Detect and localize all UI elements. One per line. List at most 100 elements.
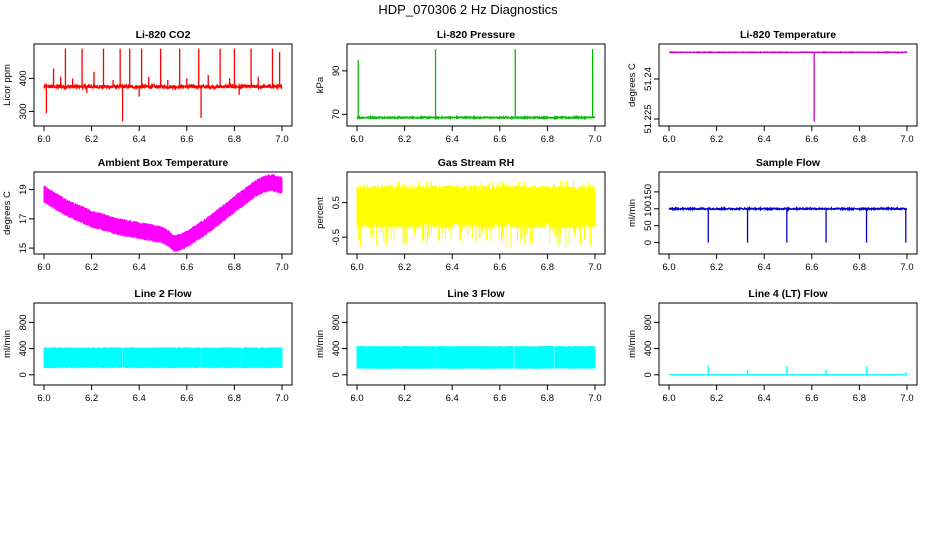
x-tick-label: 6.6 [180,393,193,404]
plot-frame [346,171,606,255]
y-axis-label: kPa [315,76,326,93]
panel-title: Li-820 Temperature [740,29,836,41]
x-tick-label: 7.0 [588,393,601,404]
y-tick-label: 0 [643,372,654,377]
y-tick-label: 400 [643,341,654,357]
y-tick-label: 90 [331,66,342,77]
y-tick-label: 0.5 [331,196,342,209]
plot-frame [33,302,293,386]
panel-title: Li-820 CO2 [136,29,191,41]
plot-frame [33,43,293,127]
x-tick-label: 6.8 [541,134,554,145]
series-line [356,114,596,121]
x-tick-label: 6.0 [662,134,675,145]
series-trace [356,180,596,248]
x-tick-label: 6.4 [446,393,459,404]
series-trace [43,174,283,252]
y-axis-label: ml/min [2,330,13,358]
y-axis-label: ml/min [627,330,638,358]
panel-title: Line 2 Flow [134,288,192,300]
x-tick-label: 7.0 [275,134,288,145]
y-tick-label: 100 [643,201,654,217]
x-tick-label: 6.6 [180,134,193,145]
x-tick-label: 6.0 [350,393,363,404]
panel-8: Line 3 Flow 6.0 6.2 6.4 6.6 6.8 7.0 0 400 800 ml/m… [315,288,606,404]
y-axis-label: Licor ppm [2,64,13,106]
y-tick-label: 50 [643,220,654,231]
panel-title: Line 4 (LT) Flow [748,288,828,300]
panel-title: Li-820 Pressure [437,29,515,41]
y-tick-label: 51.24 [643,67,654,91]
x-tick-label: 6.6 [493,262,506,273]
x-tick-label: 7.0 [275,393,288,404]
y-tick-label: 300 [18,104,29,120]
panel-7: Line 2 Flow 6.0 6.2 6.4 6.6 6.8 7.0 0 400 800 ml/m… [2,288,293,404]
x-tick-label: 6.4 [446,134,459,145]
x-tick-label: 6.4 [758,262,771,273]
x-tick-label: 6.6 [805,393,818,404]
plot-frame [658,171,918,255]
x-tick-label: 6.8 [228,134,241,145]
plot-frame [658,302,918,386]
x-tick-label: 7.0 [588,262,601,273]
x-tick-label: 6.2 [85,134,98,145]
x-tick-label: 6.6 [493,134,506,145]
x-tick-label: 6.4 [133,393,146,404]
y-axis-label: percent [315,197,326,229]
series-band [43,174,283,252]
panel-title: Line 3 Flow [447,288,505,300]
series-trace [668,205,908,243]
panel-title: Gas Stream RH [438,157,514,169]
x-tick-label: 6.4 [446,262,459,273]
x-tick-label: 6.2 [398,393,411,404]
y-tick-label: 150 [643,184,654,200]
x-tick-label: 6.0 [350,262,363,273]
y-tick-label: 400 [18,341,29,357]
x-tick-label: 7.0 [275,262,288,273]
panel-3: Li-820 Temperature 6.0 6.2 6.4 6.6 6.8 7.0 51.2… [627,29,918,145]
x-tick-label: 6.6 [805,262,818,273]
y-tick-label: 800 [18,314,29,330]
series-line [669,50,908,54]
x-tick-label: 6.8 [853,134,866,145]
y-tick-label: 0 [18,372,29,377]
series-line [668,205,908,212]
x-tick-label: 6.4 [758,393,771,404]
x-tick-label: 6.0 [37,262,50,273]
y-tick-label: 51.225 [643,104,654,133]
figure-title: HDP_070306 2 Hz Diagnostics [378,2,558,17]
series-trace [356,49,596,121]
y-axis-label: ml/min [627,199,638,227]
panel-title: Sample Flow [756,157,821,169]
y-tick-label: 70 [331,109,342,120]
y-tick-label: 17 [18,214,29,225]
x-tick-label: 6.6 [180,262,193,273]
panel-4: Ambient Box Temperature 6.0 6.2 6.4 6.6 6.8 7.… [2,157,293,273]
plot-frame [658,43,918,127]
panel-1: Li-820 CO2 6.0 6.2 6.4 6.6 6.8 7.0 300 400 Licor … [2,29,293,145]
y-tick-label: 800 [643,314,654,330]
plot-frame [346,302,606,386]
series-trace [669,365,907,376]
x-tick-label: 6.0 [37,393,50,404]
x-tick-label: 6.8 [541,393,554,404]
plot-frame [33,171,293,255]
x-tick-label: 6.2 [85,262,98,273]
series-trace [356,346,596,369]
x-tick-label: 6.2 [85,393,98,404]
series-band [43,347,283,369]
x-tick-label: 6.4 [758,134,771,145]
y-tick-label: 0 [643,240,654,245]
y-tick-label: 400 [18,70,29,86]
x-tick-label: 6.0 [350,134,363,145]
x-tick-label: 6.4 [133,134,146,145]
x-tick-label: 6.2 [710,134,723,145]
x-tick-label: 7.0 [900,262,913,273]
panel-grid: Li-820 CO2 6.0 6.2 6.4 6.6 6.8 7.0 300 400 Licor … [2,29,918,404]
x-tick-label: 6.0 [662,393,675,404]
series-line [43,82,283,91]
panel-5: Gas Stream RH 6.0 6.2 6.4 6.6 6.8 7.0 -0.5 0.5 pe… [315,157,606,273]
x-tick-label: 6.4 [133,262,146,273]
